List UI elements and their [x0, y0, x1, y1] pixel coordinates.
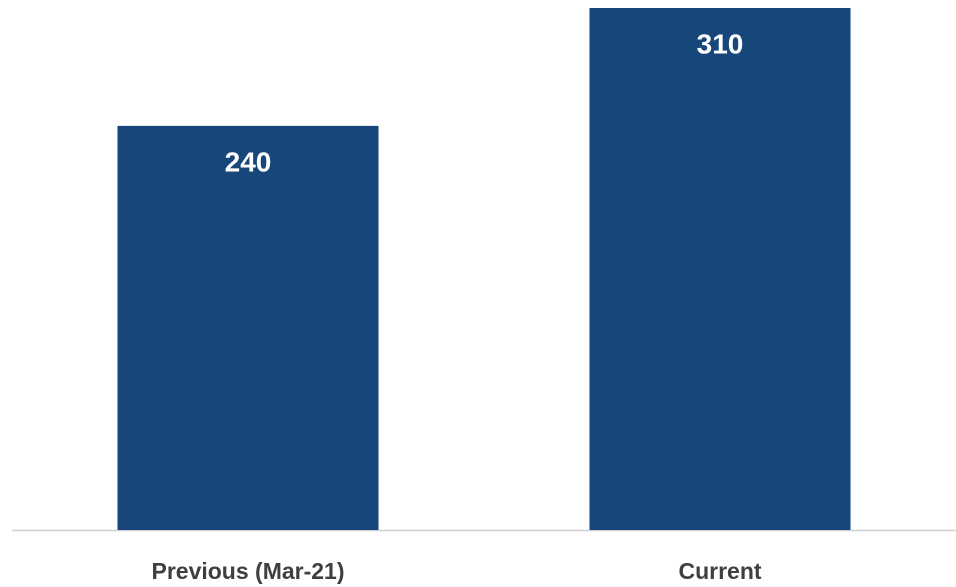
data-label: 310 — [697, 28, 744, 59]
x-tick-label: Previous (Mar-21) — [151, 558, 344, 584]
data-label: 240 — [225, 146, 272, 177]
bar — [589, 8, 851, 530]
x-tick-label: Current — [678, 558, 761, 584]
bar — [117, 125, 379, 530]
